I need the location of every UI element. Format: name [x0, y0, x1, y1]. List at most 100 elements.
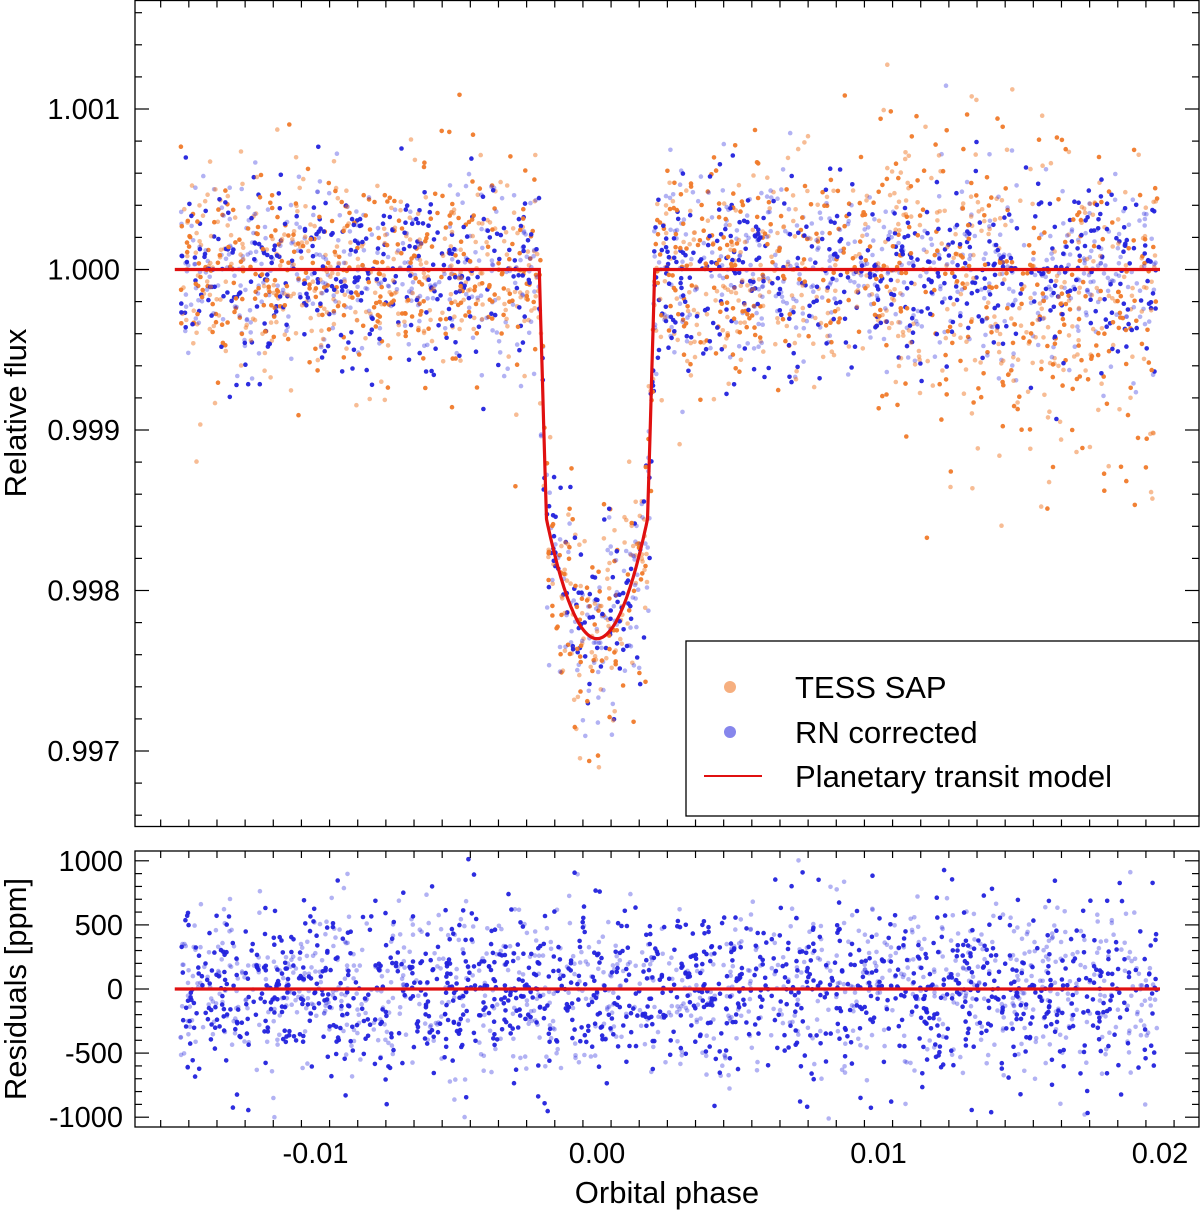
residual-point: [824, 964, 830, 970]
sap-point: [531, 299, 536, 305]
residual-point: [978, 1037, 984, 1043]
rn-point: [323, 257, 329, 262]
rn-point: [462, 260, 468, 265]
sap-point: [197, 203, 202, 208]
sap-point: [775, 320, 781, 325]
sap-point: [302, 234, 308, 239]
sap-point: [480, 221, 485, 226]
sap-point: [872, 312, 878, 318]
rn-point: [596, 640, 602, 646]
residual-point: [400, 982, 406, 988]
rn-point: [431, 372, 437, 378]
rn-point: [1001, 252, 1007, 257]
sap-point: [894, 205, 899, 210]
rn-point: [459, 275, 465, 281]
rn-point: [644, 585, 650, 590]
sap-point: [951, 302, 956, 307]
sap-point: [1090, 326, 1096, 332]
residual-point: [724, 973, 730, 979]
sap-point: [1075, 352, 1080, 357]
rn-point: [832, 296, 837, 301]
rn-point: [1145, 257, 1151, 263]
rn-point: [1044, 257, 1049, 263]
residual-point: [631, 1006, 636, 1011]
rn-point: [466, 305, 472, 311]
rn-point: [304, 303, 309, 308]
sap-point: [885, 62, 890, 67]
residual-point: [383, 942, 389, 948]
sap-point: [1048, 160, 1054, 166]
sap-point: [1077, 374, 1083, 379]
sap-point: [930, 383, 936, 388]
residual-point: [304, 953, 310, 959]
residual-point: [1055, 991, 1060, 997]
residual-point: [325, 1054, 331, 1060]
sap-point: [1096, 407, 1101, 413]
residual-point: [526, 1021, 531, 1027]
sap-point: [457, 92, 462, 98]
rn-point: [745, 219, 750, 225]
sap-point: [252, 317, 258, 323]
sap-point: [703, 261, 709, 267]
rn-point: [986, 289, 992, 295]
residual-point: [672, 947, 677, 953]
rn-point: [764, 234, 770, 240]
residual-point: [437, 1021, 443, 1026]
sap-point: [232, 215, 238, 220]
residual-point: [435, 944, 441, 950]
residual-point: [901, 1033, 907, 1039]
sap-point: [326, 180, 332, 186]
rn-point: [944, 262, 950, 267]
sap-point: [440, 310, 445, 316]
residual-point: [1152, 997, 1158, 1002]
sap-point: [665, 168, 670, 174]
sap-point: [677, 441, 682, 447]
residual-point: [976, 980, 982, 985]
residual-point: [222, 952, 227, 958]
residual-point: [955, 931, 961, 936]
rn-point: [251, 230, 256, 236]
rn-point: [745, 198, 751, 203]
residual-point: [835, 981, 841, 986]
residual-point: [305, 939, 310, 945]
residual-point: [361, 1018, 367, 1024]
residual-point: [633, 991, 639, 996]
residual-point: [297, 950, 303, 955]
residual-point: [1101, 1000, 1106, 1006]
residual-point: [222, 1029, 228, 1035]
flux-points: [178, 62, 1160, 770]
residual-point: [1042, 1014, 1047, 1020]
sap-point: [443, 225, 449, 230]
rn-point: [864, 232, 870, 238]
rn-point: [245, 252, 250, 257]
sap-point: [929, 175, 934, 181]
sap-point: [863, 258, 869, 263]
rn-point: [609, 732, 615, 737]
rn-point: [773, 293, 779, 299]
sap-point: [452, 314, 457, 320]
rn-point: [1076, 200, 1081, 205]
rn-point: [634, 624, 639, 630]
sap-point: [390, 278, 396, 283]
sap-point: [296, 412, 301, 418]
sap-point: [233, 240, 238, 245]
sap-point: [917, 222, 923, 228]
sap-point: [728, 261, 734, 267]
rn-point: [1014, 226, 1020, 231]
rn-point: [1069, 229, 1075, 234]
sap-point: [507, 256, 512, 262]
rn-point: [190, 238, 196, 243]
residual-point: [721, 915, 727, 920]
sap-point: [695, 242, 701, 248]
residual-point: [371, 1027, 377, 1032]
sap-point: [198, 242, 204, 248]
sap-point: [293, 155, 299, 160]
sap-point: [1041, 315, 1047, 321]
sap-point: [792, 234, 798, 239]
sap-point: [1098, 253, 1103, 259]
rn-point: [489, 184, 494, 189]
residual-point: [178, 1052, 184, 1058]
sap-point: [505, 324, 510, 329]
rn-point: [846, 211, 852, 217]
residual-point: [899, 1017, 905, 1023]
